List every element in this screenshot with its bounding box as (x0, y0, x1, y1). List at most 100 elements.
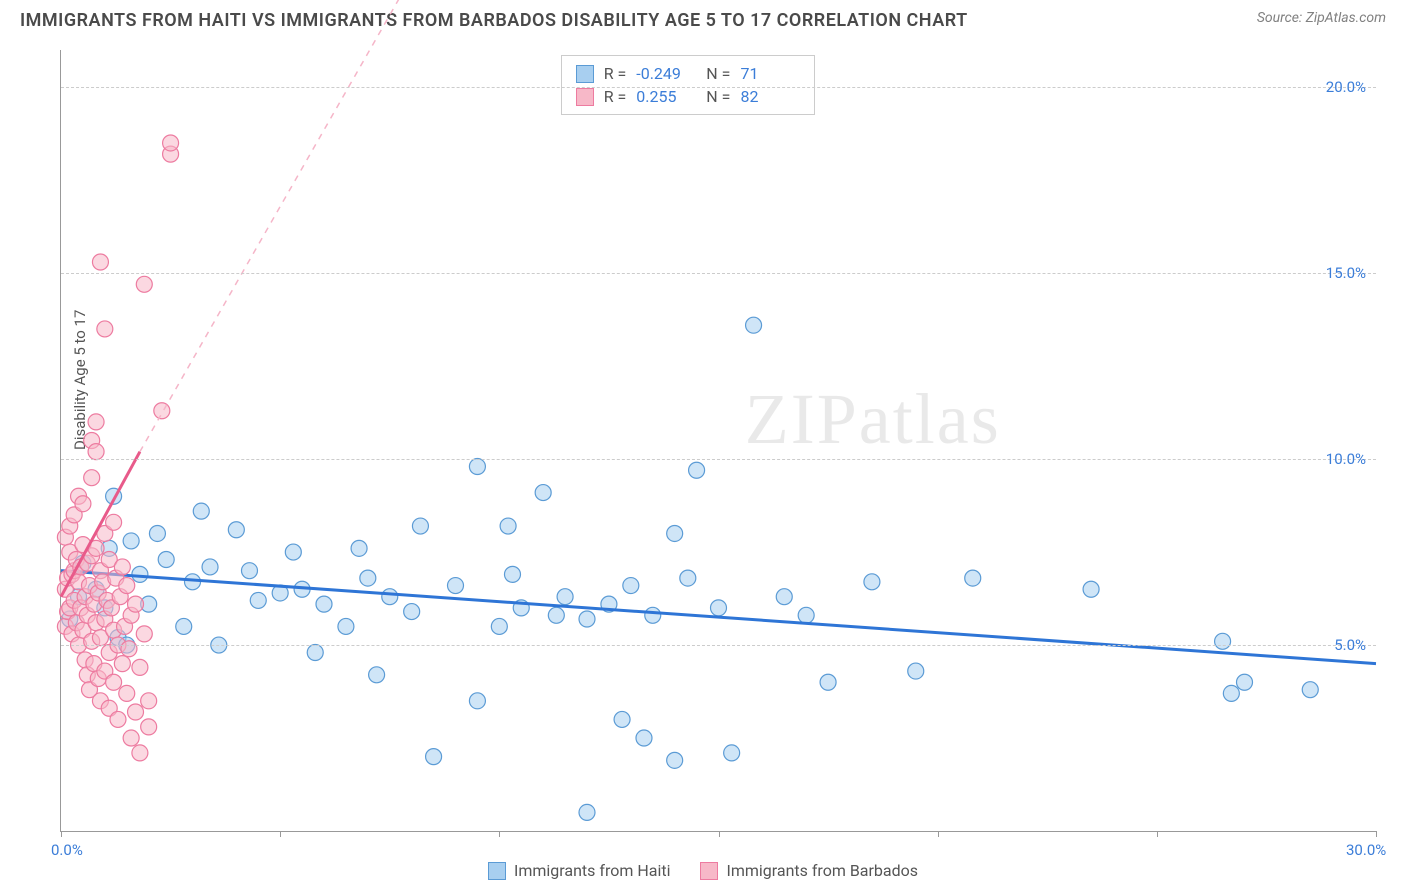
y-tick-label: 10.0% (1326, 450, 1366, 468)
chart-title: IMMIGRANTS FROM HAITI VS IMMIGRANTS FROM… (20, 10, 968, 31)
x-tick (719, 831, 720, 837)
x-tick-label: 0.0% (51, 841, 83, 859)
scatter-point (202, 559, 218, 575)
scatter-point (1302, 682, 1318, 698)
stats-r-label: R = (604, 64, 627, 83)
scatter-point (412, 518, 428, 534)
scatter-point (121, 641, 137, 657)
x-tick (499, 831, 500, 837)
scatter-point (228, 522, 244, 538)
scatter-point (548, 607, 564, 623)
scatter-point (307, 644, 323, 660)
scatter-point (84, 470, 100, 486)
scatter-point (469, 693, 485, 709)
scatter-point (798, 607, 814, 623)
scatter-point (1083, 581, 1099, 597)
legend-item: Immigrants from Haiti (488, 861, 670, 880)
x-tick (1376, 831, 1377, 837)
stats-n-label: N = (706, 87, 730, 106)
scatter-point (88, 444, 104, 460)
stats-n-value: 82 (740, 87, 800, 106)
scatter-point (369, 667, 385, 683)
legend-item: Immigrants from Barbados (700, 861, 918, 880)
scatter-point (141, 719, 157, 735)
scatter-point (680, 570, 696, 586)
scatter-point (746, 317, 762, 333)
scatter-point (163, 135, 179, 151)
legend-label: Immigrants from Barbados (726, 861, 918, 880)
scatter-point (92, 254, 108, 270)
scatter-point (132, 659, 148, 675)
scatter-point (360, 570, 376, 586)
scatter-point (316, 596, 332, 612)
scatter-point (667, 752, 683, 768)
scatter-point (132, 745, 148, 761)
source-credit: Source: ZipAtlas.com (1257, 10, 1386, 26)
y-tick-label: 20.0% (1326, 78, 1366, 96)
scatter-point (123, 730, 139, 746)
plot-area: ZIPatlas R =-0.249N =71R =0.255N =82 5.0… (60, 50, 1376, 832)
scatter-point (136, 276, 152, 292)
scatter-point (908, 663, 924, 679)
x-tick (61, 831, 62, 837)
scatter-point (426, 749, 442, 765)
scatter-point (491, 618, 507, 634)
scatter-point (636, 730, 652, 746)
stats-n-label: N = (706, 64, 730, 83)
stats-r-label: R = (604, 87, 627, 106)
scatter-point (141, 693, 157, 709)
y-tick-label: 5.0% (1334, 636, 1366, 654)
scatter-point (614, 711, 630, 727)
stats-box: R = -0.249 N = 71 R = 0.255 N = 82 (561, 55, 816, 115)
scatter-point (119, 578, 135, 594)
scatter-point (114, 656, 130, 672)
scatter-point (689, 462, 705, 478)
scatter-point (193, 503, 209, 519)
scatter-point (136, 626, 152, 642)
scatter-point (285, 544, 301, 560)
legend-label: Immigrants from Haiti (514, 861, 670, 880)
scatter-point (1237, 674, 1253, 690)
stats-r-value: 0.255 (636, 87, 696, 106)
gridline-h (61, 645, 1376, 646)
scatter-point (119, 685, 135, 701)
scatter-point (864, 574, 880, 590)
scatter-point (128, 596, 144, 612)
gridline-h (61, 459, 1376, 460)
scatter-point (820, 674, 836, 690)
scatter-point (88, 414, 104, 430)
scatter-point (404, 604, 420, 620)
series-swatch (576, 65, 594, 83)
gridline-h (61, 273, 1376, 274)
stats-n-value: 71 (740, 64, 800, 83)
stats-row: R = 0.255 N = 82 (576, 85, 801, 108)
scatter-point (645, 607, 661, 623)
x-tick (280, 831, 281, 837)
scatter-point (1223, 685, 1239, 701)
scatter-point (176, 618, 192, 634)
scatter-point (149, 525, 165, 541)
scatter-point (158, 552, 174, 568)
scatter-point (1215, 633, 1231, 649)
scatter-point (535, 485, 551, 501)
scatter-point (75, 496, 91, 512)
trendline (61, 571, 1376, 664)
scatter-point (106, 514, 122, 530)
scatter-point (338, 618, 354, 634)
scatter-point (469, 459, 485, 475)
scatter-point (351, 540, 367, 556)
legend-swatch (488, 862, 506, 880)
y-tick-label: 15.0% (1326, 264, 1366, 282)
scatter-point (97, 321, 113, 337)
chart-area: Disability Age 5 to 17 ZIPatlas R =-0.24… (50, 50, 1376, 832)
x-tick (938, 831, 939, 837)
scatter-point (579, 804, 595, 820)
x-tick-label: 30.0% (1346, 841, 1386, 859)
scatter-point (128, 704, 144, 720)
trendline-extrapolation (140, 0, 434, 452)
stats-r-value: -0.249 (636, 64, 696, 83)
scatter-point (504, 566, 520, 582)
gridline-h (61, 87, 1376, 88)
scatter-point (123, 533, 139, 549)
scatter-point (241, 563, 257, 579)
